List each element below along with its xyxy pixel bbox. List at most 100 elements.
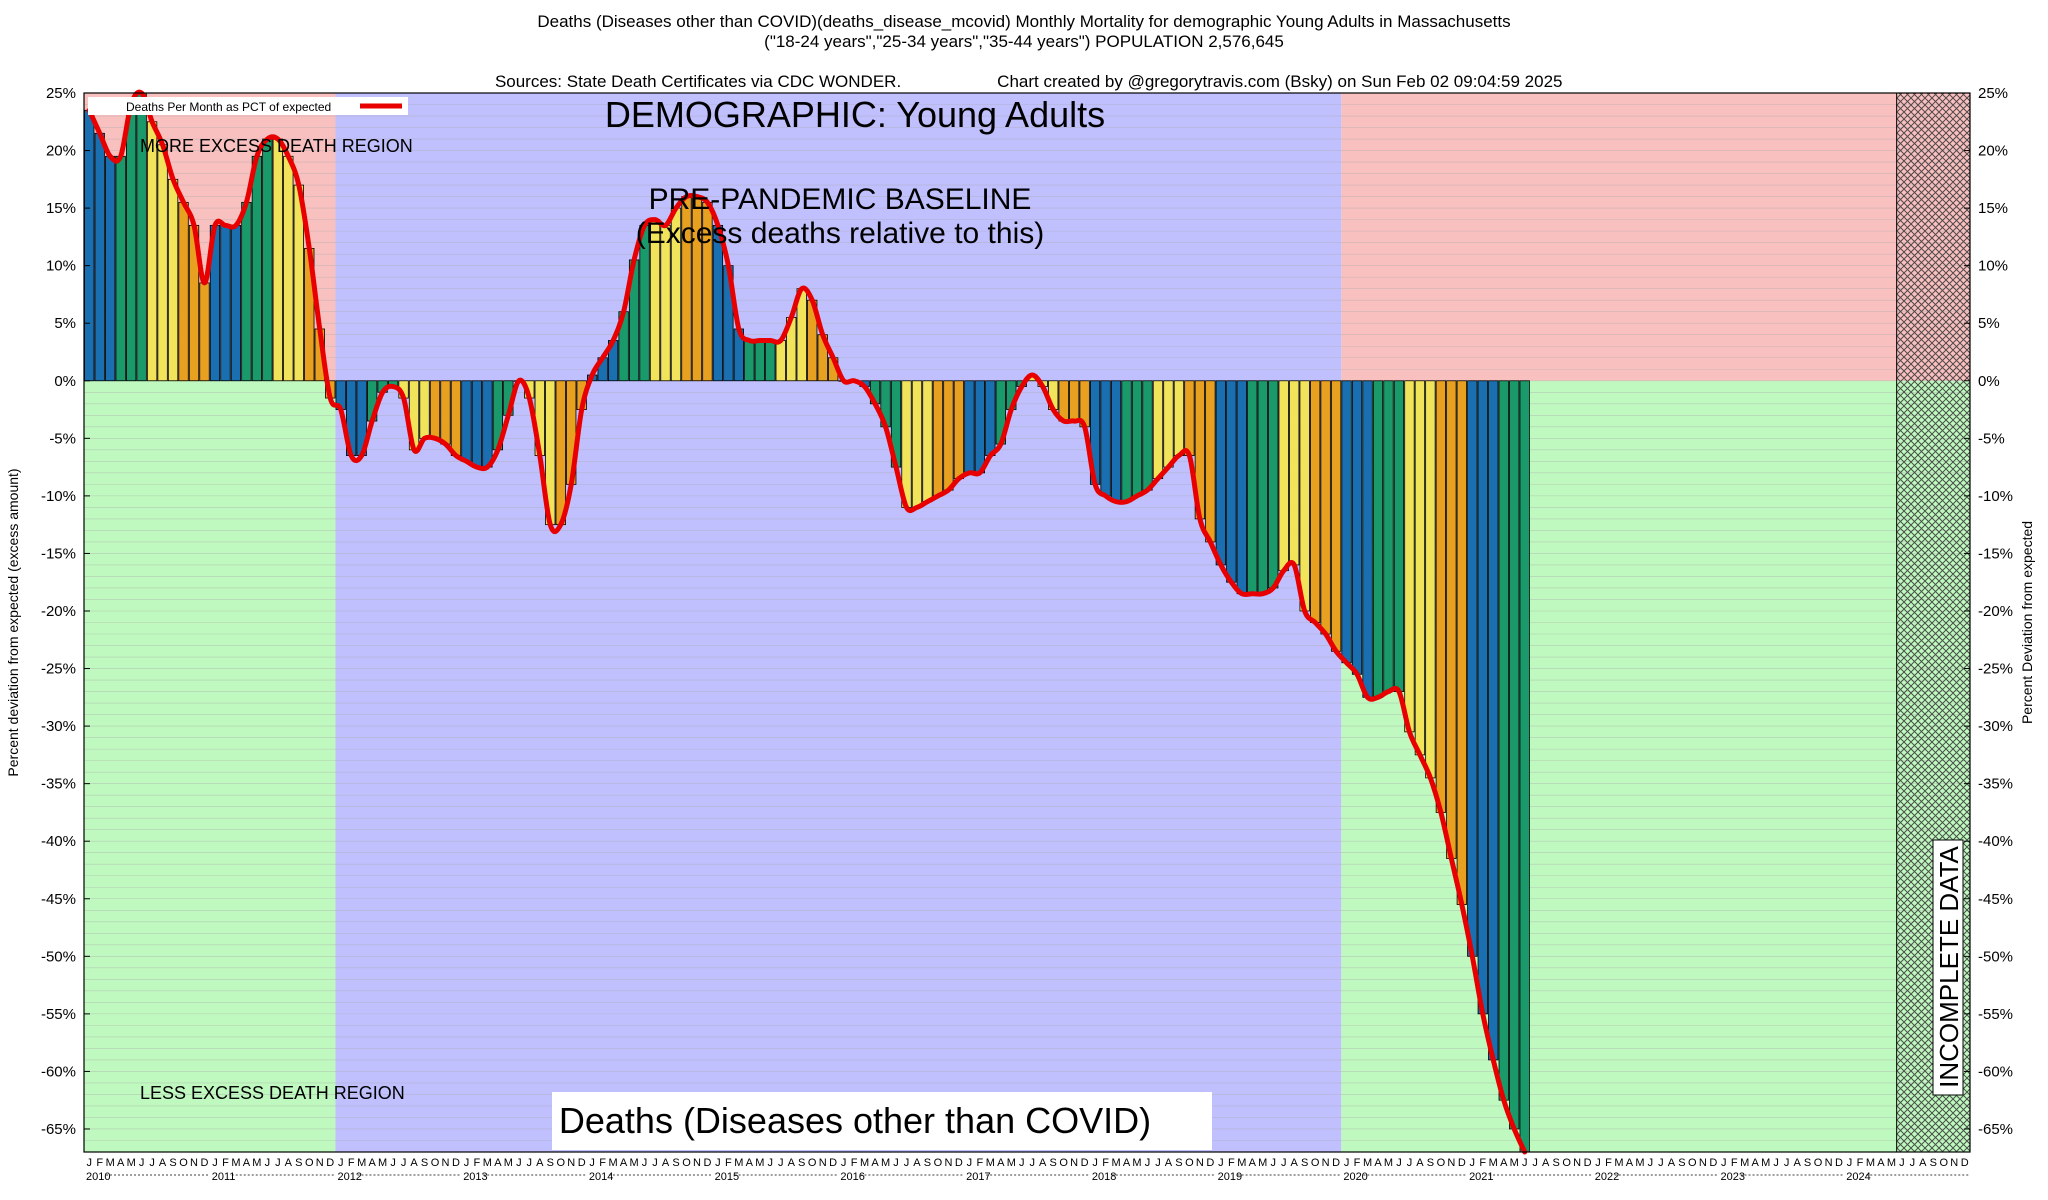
x-tick-month: J	[1155, 1157, 1161, 1169]
x-tick-month: A	[1123, 1157, 1131, 1169]
x-tick-month: O	[1814, 1157, 1823, 1169]
bar-4	[126, 104, 137, 382]
y-tick-label-right: -60%	[1978, 1063, 2013, 1080]
x-tick-month: M	[1887, 1157, 1896, 1169]
x-tick-month: A	[997, 1157, 1005, 1169]
bar-82	[943, 380, 954, 491]
y-tick-label-left: -60%	[41, 1063, 76, 1080]
bar-103	[1163, 380, 1174, 468]
y-tick-label-right: -30%	[1978, 718, 2013, 735]
bar-79	[911, 380, 923, 508]
y-tick-label-right: -55%	[1978, 1006, 2013, 1023]
x-tick-year: 2013	[463, 1171, 487, 1183]
bar-9	[178, 201, 189, 382]
bar-108	[1215, 380, 1226, 566]
y-tick-label-right: -25%	[1978, 661, 2013, 678]
x-tick-month: D	[1458, 1157, 1466, 1169]
x-tick-month: N	[1322, 1157, 1330, 1169]
x-tick-month: S	[547, 1157, 554, 1169]
bar-127	[1414, 380, 1426, 756]
bar-125	[1393, 380, 1405, 692]
x-tick-year: 2021	[1469, 1171, 1493, 1183]
x-tick-month: J	[642, 1157, 648, 1169]
y-tick-label-right: -15%	[1978, 545, 2013, 562]
x-tick-month: J	[1145, 1157, 1151, 1169]
bar-8	[167, 178, 179, 382]
bar-137	[1519, 380, 1530, 1153]
x-tick-month: S	[1427, 1157, 1434, 1169]
x-tick-month: F	[96, 1157, 103, 1169]
y-tick-label-left: 0%	[54, 373, 76, 390]
x-tick-month: D	[201, 1157, 209, 1169]
bar-93	[1058, 380, 1069, 422]
x-tick-month: J	[1218, 1157, 1224, 1169]
bar-113	[1268, 380, 1279, 589]
x-tick-month: J	[1595, 1157, 1601, 1169]
y-tick-label-left: -45%	[41, 891, 76, 908]
x-tick-month: M	[1761, 1157, 1770, 1169]
x-tick-month: J	[1648, 1157, 1654, 1169]
baseline-label-2: (Excess deaths relative to this)	[636, 217, 1045, 250]
x-tick-month: D	[578, 1157, 586, 1169]
x-tick-month: J	[841, 1157, 847, 1169]
x-tick-month: M	[860, 1157, 869, 1169]
bar-38	[482, 380, 493, 468]
x-tick-year: 2019	[1218, 1171, 1242, 1183]
x-tick-month: J	[1396, 1157, 1402, 1169]
x-tick-month: F	[1731, 1157, 1738, 1169]
x-tick-month: M	[1258, 1157, 1267, 1169]
x-tick-month: J	[1281, 1157, 1287, 1169]
x-tick-month: D	[452, 1157, 460, 1169]
x-tick-month: M	[252, 1157, 261, 1169]
x-tick-month: S	[672, 1157, 679, 1169]
x-tick-month: M	[881, 1157, 890, 1169]
y-tick-label-right: -10%	[1978, 488, 2013, 505]
bar-115	[1289, 380, 1300, 566]
x-tick-month: N	[567, 1157, 575, 1169]
bar-100	[1131, 380, 1143, 497]
x-tick-month: A	[285, 1157, 293, 1169]
x-tick-month: A	[662, 1157, 670, 1169]
bar-15	[241, 201, 252, 382]
legend: Deaths Per Month as PCT of expected	[88, 97, 408, 115]
x-tick-month: J	[1407, 1157, 1413, 1169]
bar-131	[1456, 380, 1467, 905]
x-tick-month: S	[798, 1157, 805, 1169]
bar-135	[1498, 380, 1509, 1101]
x-tick-month: J	[1910, 1157, 1916, 1169]
bar-101	[1142, 380, 1153, 491]
bar-18	[272, 138, 283, 382]
x-tick-month: J	[1029, 1157, 1035, 1169]
less-excess-region-post	[1341, 380, 1970, 1152]
x-tick-month: A	[243, 1157, 251, 1169]
x-tick-month: M	[734, 1157, 743, 1169]
bar-32	[419, 380, 430, 439]
x-tick-month: F	[725, 1157, 732, 1169]
bar-109	[1226, 380, 1237, 583]
bar-123	[1372, 380, 1384, 698]
y-axis-label-left: Percent deviation from expected (excess …	[5, 468, 21, 776]
bar-45	[555, 380, 566, 526]
bar-11	[199, 282, 210, 382]
x-tick-month: A	[1919, 1157, 1927, 1169]
x-tick-month: M	[1614, 1157, 1623, 1169]
bar-65	[765, 340, 776, 382]
y-tick-label-right: -20%	[1978, 603, 2013, 620]
x-tick-year: 2018	[1092, 1171, 1116, 1183]
bar-129	[1435, 380, 1447, 813]
bar-7	[157, 144, 168, 382]
bar-98	[1110, 380, 1122, 503]
x-tick-month: M	[1866, 1157, 1875, 1169]
x-tick-month: J	[715, 1157, 721, 1169]
x-tick-month: S	[1175, 1157, 1182, 1169]
baseline-label-1: PRE-PANDEMIC BASELINE	[649, 183, 1032, 216]
x-tick-month: M	[1132, 1157, 1141, 1169]
more-region-label: MORE EXCESS DEATH REGION	[140, 136, 413, 156]
x-tick-month: A	[1752, 1157, 1760, 1169]
x-tick-month: F	[1605, 1157, 1612, 1169]
bar-116	[1299, 380, 1310, 612]
bar-33	[429, 380, 441, 439]
y-tick-label-right: -5%	[1978, 430, 2005, 447]
legend-label: Deaths Per Month as PCT of expected	[126, 100, 331, 114]
bar-80	[922, 380, 933, 503]
